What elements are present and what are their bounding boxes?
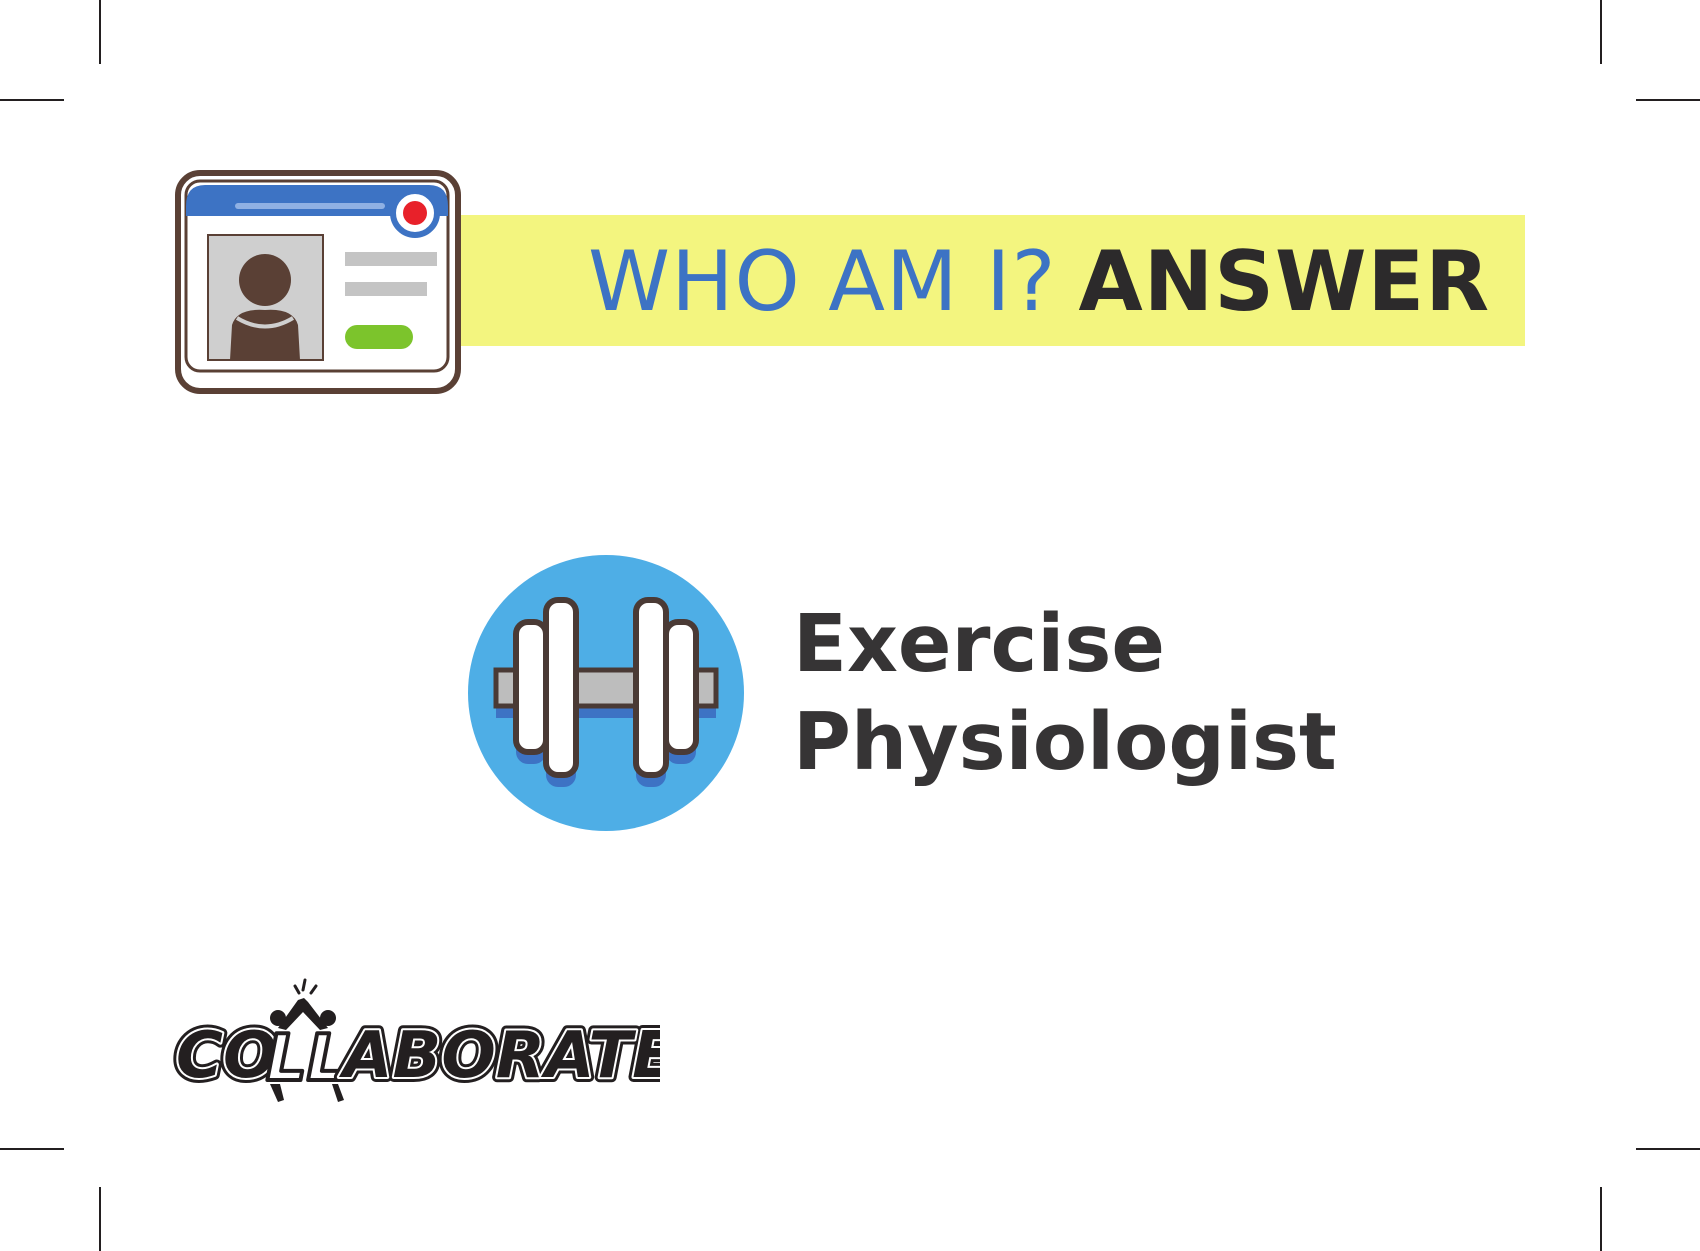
crop-mark-top-right-vertical (1600, 0, 1602, 64)
collaborate-logo: CO CO CO LL ABORATE ABORATE ABORATE (170, 972, 681, 1116)
answer-text: Exercise Physiologist (793, 595, 1337, 791)
dumbbell-icon (466, 553, 746, 837)
crop-mark-bottom-left-vertical (99, 1187, 101, 1251)
svg-text:CO: CO (176, 1019, 277, 1093)
crop-mark-bottom-left-horizontal (0, 1148, 64, 1150)
heading-question: WHO AM I? (588, 233, 1057, 330)
svg-text:ABORATE: ABORATE (338, 1019, 660, 1093)
svg-text:LL: LL (266, 1022, 348, 1096)
title-banner (440, 215, 1525, 346)
crop-mark-top-left-vertical (99, 0, 101, 64)
crop-mark-top-left-horizontal (0, 99, 64, 101)
svg-text:CO: CO (176, 1019, 277, 1093)
answer-line-2: Physiologist (793, 696, 1337, 788)
svg-text:CO: CO (176, 1019, 277, 1093)
answer-line-1: Exercise (793, 598, 1165, 690)
crop-mark-bottom-right-vertical (1600, 1187, 1602, 1251)
crop-mark-top-right-horizontal (1636, 99, 1700, 101)
crop-mark-bottom-right-horizontal (1636, 1148, 1700, 1150)
svg-text:ABORATE: ABORATE (338, 1019, 660, 1093)
heading-answer: ANSWER (1078, 233, 1491, 330)
svg-text:ABORATE: ABORATE (338, 1019, 660, 1093)
id-card-icon (175, 170, 465, 399)
card-heading: WHO AM I? ANSWER (588, 232, 1490, 332)
